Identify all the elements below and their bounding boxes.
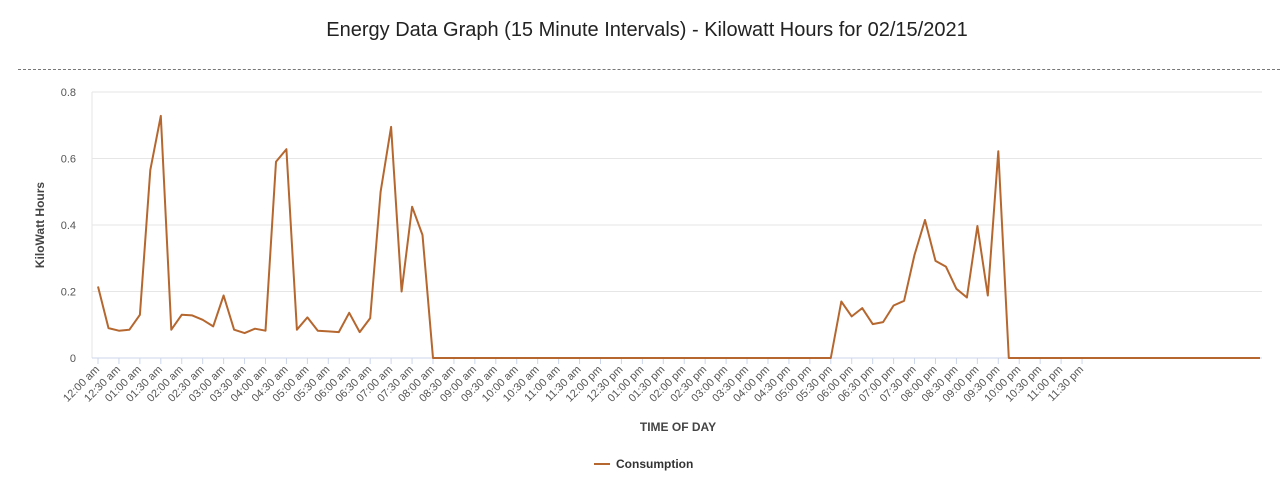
legend[interactable]: Consumption	[594, 457, 693, 471]
gridlines	[92, 91, 1262, 292]
y-tick-label: 0.2	[61, 287, 76, 299]
title-divider	[18, 69, 1280, 70]
chart-title: Energy Data Graph (15 Minute Intervals) …	[326, 19, 968, 41]
y-axis-ticks: 0 0.2 0.4 0.6 0.8	[61, 87, 76, 365]
y-tick-label: 0.6	[61, 154, 76, 166]
y-tick-label: 0	[70, 353, 76, 365]
legend-label-consumption: Consumption	[616, 457, 694, 471]
x-axis-title: TIME OF DAY	[640, 420, 716, 434]
series-line-consumption	[97, 114, 1260, 359]
y-axis-title: KiloWatt Hours	[33, 182, 47, 269]
y-tick-label: 0.8	[61, 87, 76, 99]
series-layer	[97, 114, 1260, 359]
legend-swatch	[594, 463, 610, 465]
y-tick-label: 0.4	[61, 220, 76, 232]
